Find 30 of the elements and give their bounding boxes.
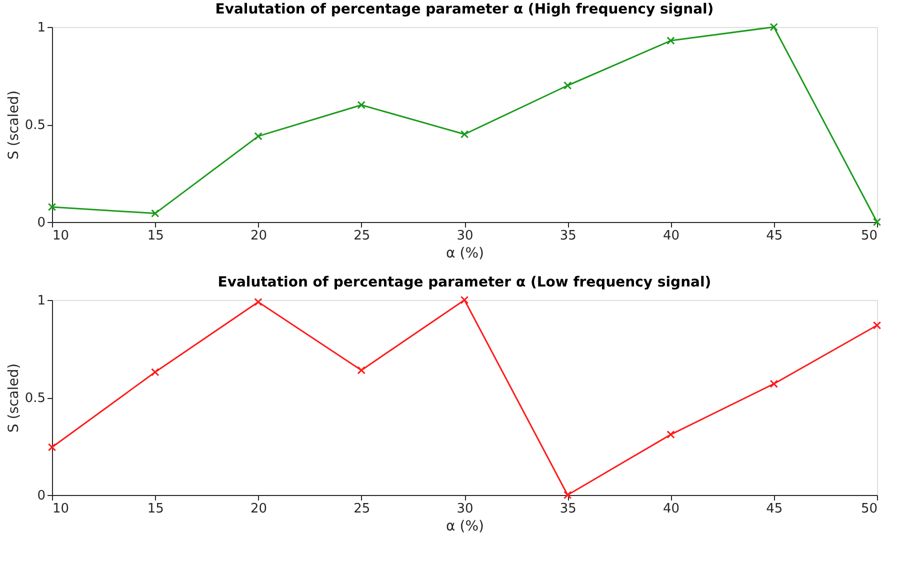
y-tick-label: 1 bbox=[37, 20, 46, 36]
x-tick-label: 15 bbox=[147, 502, 164, 516]
chart-title: Evalutation of percentage parameter α (Low frequency signal) bbox=[218, 274, 712, 291]
x-tick-label: 30 bbox=[456, 502, 474, 516]
x-axis-title: α (%) bbox=[446, 518, 484, 534]
x-tick-label: 20 bbox=[250, 502, 268, 516]
x-tick-label: 35 bbox=[560, 502, 576, 516]
x-tick-label: 40 bbox=[662, 228, 680, 244]
y-tick-label: 0.5 bbox=[24, 391, 46, 406]
x-tick-label: 40 bbox=[662, 502, 680, 516]
x-tick-label: 20 bbox=[250, 228, 268, 244]
x-tick-label: 10 bbox=[52, 228, 70, 244]
x-tick-label: 45 bbox=[766, 502, 783, 516]
y-tick-label: 0 bbox=[37, 216, 46, 230]
x-tick-label: 50 bbox=[860, 228, 878, 244]
x-tick-label: 15 bbox=[147, 228, 164, 244]
y-axis-title: S (scaled) bbox=[6, 363, 22, 433]
x-tick-label: 35 bbox=[560, 228, 576, 244]
x-tick-label: 45 bbox=[766, 228, 783, 244]
x-tick-label: 10 bbox=[52, 502, 70, 516]
x-tick-label: 25 bbox=[354, 502, 370, 516]
y-tick-label: 0.5 bbox=[24, 118, 46, 133]
x-tick-label: 25 bbox=[354, 228, 370, 244]
x-tick-label: 30 bbox=[456, 228, 474, 244]
y-tick-label: 1 bbox=[37, 294, 46, 308]
x-tick-label: 50 bbox=[860, 502, 878, 516]
y-tick-label: 0 bbox=[37, 488, 46, 504]
chart-title: Evalutation of percentage parameter α (High frequency signal) bbox=[215, 2, 714, 18]
x-axis-title: α (%) bbox=[446, 246, 484, 262]
y-axis-title: S (scaled) bbox=[6, 90, 22, 160]
